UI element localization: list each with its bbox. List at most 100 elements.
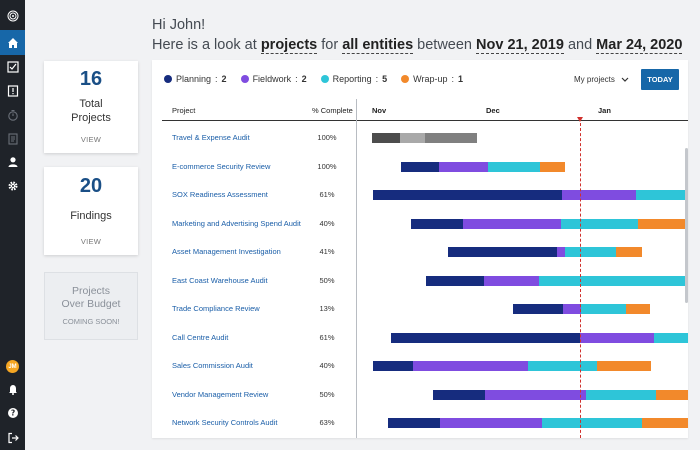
legend-name: Fieldwork xyxy=(252,74,292,84)
gantt-bar-segment[interactable] xyxy=(488,161,540,172)
project-name-link[interactable]: Network Security Controls Audit xyxy=(172,418,278,427)
gantt-bar-segment[interactable] xyxy=(513,304,563,314)
gantt-bar-segment[interactable] xyxy=(448,247,557,257)
gantt-bar-segment[interactable] xyxy=(400,133,425,143)
gantt-bar-segment[interactable] xyxy=(580,332,654,343)
legend-dot-icon xyxy=(401,75,410,83)
logout-icon[interactable] xyxy=(0,425,25,450)
gantt-bar-segment[interactable] xyxy=(528,361,597,371)
findings-view-link[interactable]: VIEW xyxy=(80,237,102,246)
total-projects-card[interactable]: 16 Total Projects VIEW xyxy=(44,61,138,153)
gantt-bar-segment[interactable] xyxy=(561,218,638,229)
home-icon[interactable] xyxy=(0,30,25,55)
project-name-link[interactable]: Marketing and Advertising Spend Audit xyxy=(172,218,301,228)
audit-icon[interactable] xyxy=(0,78,25,103)
project-name-link[interactable]: Trade Compliance Review xyxy=(172,304,260,313)
gantt-bar-segment[interactable] xyxy=(557,247,565,257)
gantt-bar-segment[interactable] xyxy=(433,389,485,400)
subject-dropdown[interactable]: projects xyxy=(260,37,318,54)
gantt-bar-segment[interactable] xyxy=(388,418,440,428)
gantt-bar-segment[interactable] xyxy=(372,133,400,143)
scope-dropdown[interactable]: all entities xyxy=(342,37,414,54)
gantt-bar-segment[interactable] xyxy=(439,161,488,172)
gantt-bar-segment[interactable] xyxy=(440,418,542,428)
project-name-link[interactable]: Call Centre Audit xyxy=(172,332,229,342)
gantt-bar-segment[interactable] xyxy=(413,361,528,371)
total-projects-count: 16 xyxy=(79,68,103,90)
findings-label: Findings xyxy=(70,210,112,222)
gantt-bar-segment[interactable] xyxy=(562,190,636,200)
gantt-bar-segment[interactable] xyxy=(426,275,484,286)
gantt-bar-segment[interactable] xyxy=(411,218,463,229)
project-percent-complete: 41% xyxy=(319,247,335,256)
gear-icon[interactable] xyxy=(0,173,25,198)
gantt-bar-segment[interactable] xyxy=(581,304,626,314)
gantt-bar-segment[interactable] xyxy=(373,361,413,371)
gantt-bar-segment[interactable] xyxy=(391,332,580,343)
gantt-bar-segment[interactable] xyxy=(425,133,477,143)
today-button[interactable]: TODAY xyxy=(641,69,679,90)
gantt-bar-segment[interactable] xyxy=(463,218,561,229)
legend-item[interactable]: Planning:2 xyxy=(164,74,227,84)
gantt-bar-segment[interactable] xyxy=(484,275,539,286)
findings-count: 20 xyxy=(79,175,103,197)
gantt-bar-segment[interactable] xyxy=(565,247,616,257)
total-projects-label-1: Total xyxy=(79,98,103,110)
gantt-bar-segment[interactable] xyxy=(636,190,688,200)
gantt-bar-segment[interactable] xyxy=(597,361,651,371)
project-name-link[interactable]: Vendor Management Review xyxy=(172,389,269,399)
gantt-bar-segment[interactable] xyxy=(654,332,688,343)
total-projects-view-link[interactable]: VIEW xyxy=(80,135,102,144)
legend-name: Planning xyxy=(176,74,212,84)
user-icon[interactable] xyxy=(0,149,25,174)
project-percent-complete: 40% xyxy=(319,218,335,228)
gantt-bar-segment[interactable] xyxy=(542,418,642,428)
project-name-link[interactable]: Sales Commission Audit xyxy=(172,361,253,370)
gantt-bar-segment[interactable] xyxy=(485,389,586,400)
findings-card[interactable]: 20 Findings VIEW xyxy=(44,167,138,255)
start-date-picker[interactable]: Nov 21, 2019 xyxy=(476,37,564,54)
gantt-bar-segment[interactable] xyxy=(656,389,688,400)
end-date-picker[interactable]: Mar 24, 2020 xyxy=(596,37,683,54)
gantt-bar-segment[interactable] xyxy=(586,389,656,400)
column-header-project[interactable]: Project xyxy=(172,106,196,115)
project-name-link[interactable]: East Coast Warehouse Audit xyxy=(172,275,268,285)
sidebar: JM ? xyxy=(0,0,25,450)
logo-icon[interactable] xyxy=(0,3,25,28)
project-name-link[interactable]: Travel & Expense Audit xyxy=(172,133,250,142)
gantt-bar-segment[interactable] xyxy=(638,218,688,229)
scrollbar[interactable] xyxy=(685,148,688,303)
document-icon[interactable] xyxy=(0,126,25,151)
avatar[interactable]: JM xyxy=(6,360,19,373)
legend-count: 5 xyxy=(382,74,388,84)
today-line xyxy=(580,123,581,438)
project-percent-complete: 40% xyxy=(319,361,335,370)
help-icon[interactable]: ? xyxy=(0,400,25,425)
gantt-bar-segment[interactable] xyxy=(642,418,688,428)
gantt-bar-segment[interactable] xyxy=(539,275,688,286)
project-name-link[interactable]: E-commerce Security Review xyxy=(172,161,271,171)
gantt-bar-segment[interactable] xyxy=(616,247,642,257)
legend-item[interactable]: Wrap-up:1 xyxy=(401,74,463,84)
today-marker-icon xyxy=(577,117,583,122)
project-name-link[interactable]: Asset Management Investigation xyxy=(172,247,281,256)
project-percent-complete: 100% xyxy=(317,161,337,171)
my-projects-label: My projects xyxy=(574,75,615,84)
checklist-icon[interactable] xyxy=(0,54,25,79)
gantt-bar-segment[interactable] xyxy=(373,190,562,200)
legend: Planning:2 Fieldwork:2 Reporting:5 Wrap-up:… xyxy=(164,74,463,84)
project-name-link[interactable]: SOX Readiness Assessment xyxy=(172,190,268,199)
legend-item[interactable]: Fieldwork:2 xyxy=(240,74,307,84)
gantt-bar-segment[interactable] xyxy=(401,161,439,172)
over-budget-label-2: Over Budget xyxy=(61,298,121,310)
legend-count: 1 xyxy=(458,74,464,84)
projects-timeline-panel: Planning:2 Fieldwork:2 Reporting:5 Wrap-up:… xyxy=(152,60,688,438)
column-header-complete[interactable]: % Complete xyxy=(312,106,353,115)
timer-icon[interactable] xyxy=(0,102,25,127)
bell-icon[interactable] xyxy=(0,376,25,401)
gantt-bar-segment[interactable] xyxy=(540,161,565,172)
gantt-bar-segment[interactable] xyxy=(563,304,581,314)
gantt-bar-segment[interactable] xyxy=(626,304,650,314)
legend-item[interactable]: Reporting:5 xyxy=(320,74,388,84)
my-projects-dropdown[interactable]: My projects xyxy=(574,75,629,84)
